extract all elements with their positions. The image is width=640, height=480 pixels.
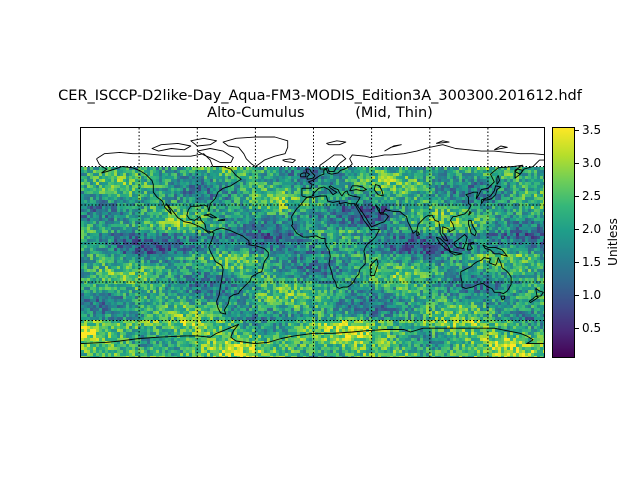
colorbar-tick-label: 1.5 — [582, 255, 602, 270]
colorbar-tick — [575, 129, 579, 131]
coastline — [468, 210, 472, 216]
colorbar-tick-label: 3.5 — [582, 123, 602, 138]
colorbar-tick — [575, 162, 579, 164]
coastline — [197, 148, 234, 164]
coastline — [466, 241, 475, 251]
coastline — [496, 175, 500, 185]
coastline — [494, 145, 508, 151]
colorbar-tick — [575, 228, 579, 230]
colorbar-label: Unitless — [606, 218, 620, 266]
coastline — [282, 158, 296, 164]
coastline — [436, 140, 450, 144]
colorbar-tick-label: 1.0 — [582, 288, 602, 303]
coastline — [528, 295, 539, 303]
coastline — [448, 250, 463, 256]
coastline — [190, 137, 218, 147]
colorbar-tick — [575, 294, 579, 296]
map-canvas — [81, 128, 544, 357]
map-frame — [80, 127, 545, 358]
coastline — [535, 288, 544, 297]
data-field — [81, 167, 544, 357]
coastline — [319, 154, 347, 173]
coastline — [96, 151, 242, 234]
coastline — [453, 234, 468, 250]
coastline — [305, 168, 316, 180]
coastline — [468, 219, 477, 237]
colorbar-tick-label: 2.5 — [582, 189, 602, 204]
coastline — [482, 244, 508, 257]
coastline — [81, 323, 544, 345]
gridlines — [81, 128, 544, 357]
coastlines — [81, 136, 544, 345]
colorbar-tick-label: 3.0 — [582, 156, 602, 171]
coastline — [203, 213, 218, 219]
coastline — [514, 168, 524, 175]
coastline — [349, 185, 367, 192]
colorbar — [552, 127, 575, 358]
coastline — [384, 144, 402, 152]
coastline — [217, 218, 225, 221]
coastline — [373, 184, 384, 197]
chart-subtitle: Alto-Cumulus (Mid, Thin) — [207, 105, 433, 121]
coastline — [222, 136, 289, 167]
colorbar-tick — [575, 195, 579, 197]
coastline — [326, 140, 347, 146]
coastline — [300, 172, 307, 178]
coastline — [208, 227, 269, 315]
coastline — [291, 195, 380, 289]
colorbar-tick — [575, 261, 579, 263]
coastline — [369, 258, 379, 277]
chart-title: CER_ISCCP-D2like-Day_Aqua-FM3-MODIS_Edit… — [58, 88, 582, 104]
colorbar-tick-label: 2.0 — [582, 222, 602, 237]
coastline — [301, 144, 544, 242]
coastline — [480, 185, 502, 204]
coastline — [460, 257, 512, 295]
colorbar-tick — [575, 327, 579, 329]
coastline — [416, 231, 420, 237]
colorbar-tick-label: 0.5 — [582, 321, 602, 336]
coastline — [151, 142, 192, 152]
coastline — [500, 295, 506, 301]
